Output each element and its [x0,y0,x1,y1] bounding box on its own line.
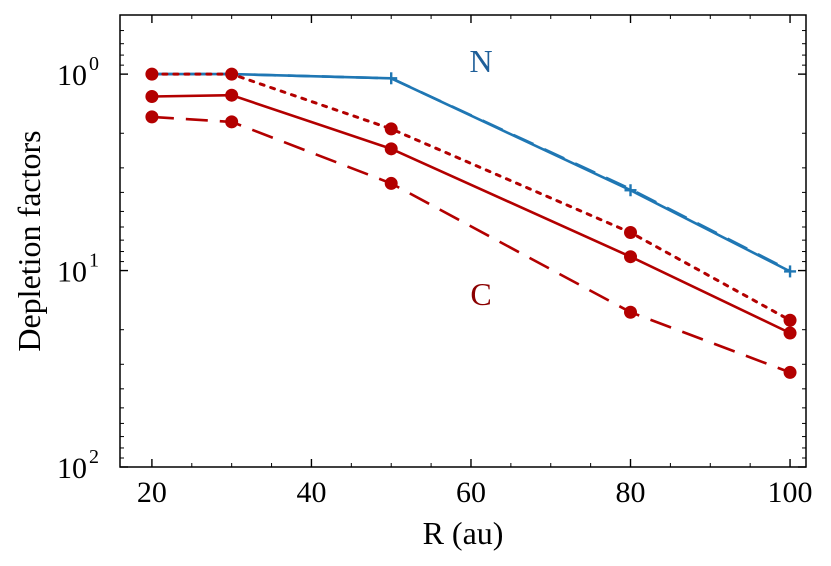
y-tick-label: 10 [57,256,87,289]
data-point-4 [145,90,159,104]
data-point-5 [783,365,797,379]
x-tick-label: 100 [768,476,813,509]
series-line-2 [151,72,791,272]
data-point-1 [624,184,637,197]
annotation-n: N [469,43,492,79]
x-tick-label: 60 [456,476,486,509]
data-point-5 [225,115,239,129]
series-line-5 [151,115,791,374]
x-axis-label: R (au) [423,515,504,551]
data-point-5 [145,110,159,124]
series-layer [145,67,797,379]
x-tick-label: 40 [296,476,326,509]
data-point-1 [784,265,797,278]
series-line-1 [151,72,791,273]
data-point-3 [145,67,159,81]
data-point-4 [624,250,638,264]
data-point-5 [384,176,398,190]
annotation-c: C [470,276,491,312]
plot-frame [119,14,807,468]
labels-layer: R (au) Depletion factors N C [11,43,503,551]
x-tick-label: 80 [616,476,646,509]
y-tick-exponent: 2 [89,446,99,468]
data-point-5 [624,305,638,319]
data-point-3 [624,225,638,239]
data-point-4 [783,326,797,340]
data-point-3 [783,313,797,327]
y-tick-label: 10 [57,452,87,485]
y-tick-exponent: 0 [89,53,99,75]
x-tick-label: 20 [137,476,167,509]
data-point-3 [384,122,398,136]
y-tick-label: 10 [57,59,87,92]
data-point-4 [384,142,398,156]
y-tick-exponent: 1 [89,250,99,272]
y-axis-label: Depletion factors [11,130,47,351]
data-point-4 [225,88,239,102]
data-point-3 [225,67,239,81]
